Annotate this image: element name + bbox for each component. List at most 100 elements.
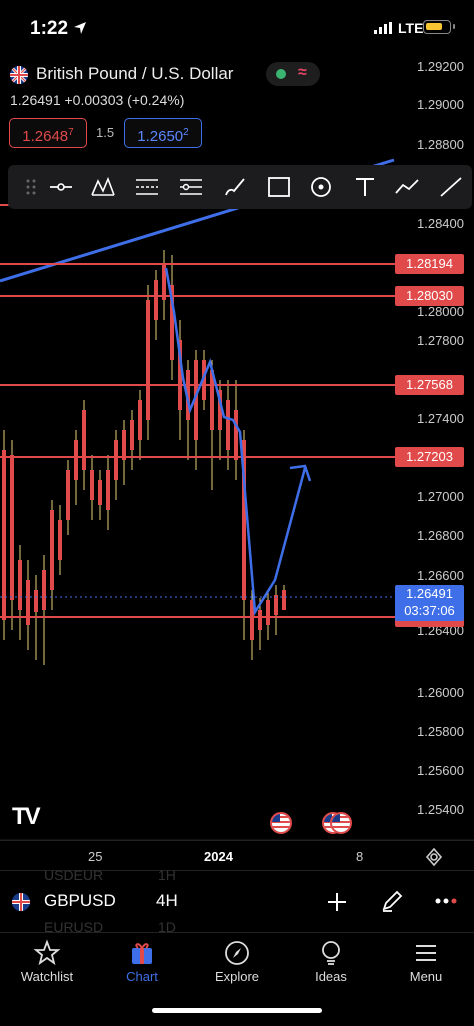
rectangle-tool-icon[interactable] xyxy=(266,175,292,199)
level-price-tag[interactable]: 1.28194 xyxy=(395,254,464,274)
brush-tool-icon[interactable] xyxy=(222,175,248,199)
market-open-dot-icon xyxy=(276,69,286,79)
price-axis-label: 1.26000 xyxy=(417,685,464,700)
bar-countdown: 03:37:06 xyxy=(404,603,455,618)
us-event-flag-icon[interactable] xyxy=(330,812,352,834)
star-icon xyxy=(33,939,61,966)
instrument-title: British Pound / U.S. Dollar xyxy=(36,64,234,83)
current-price-value: 1.26491 xyxy=(406,586,453,601)
time-axis-label: 8 xyxy=(356,849,364,864)
spread-value: 1.5 xyxy=(96,125,115,140)
price-axis-label: 1.28400 xyxy=(417,216,464,231)
compass-icon xyxy=(225,941,249,965)
gbpusd-flag-icon xyxy=(12,893,30,911)
signal-bars-icon xyxy=(374,22,392,34)
candle-body xyxy=(194,360,198,440)
price-axis-label: 1.27400 xyxy=(417,411,464,426)
circle-tool-icon[interactable] xyxy=(308,175,334,199)
candle-body xyxy=(178,340,182,410)
price-axis-label: 1.25600 xyxy=(417,763,464,778)
candle-body xyxy=(226,400,230,450)
ghost-timeframe: 1H xyxy=(158,867,176,883)
level-price-tag[interactable]: 1.27568 xyxy=(395,375,464,395)
price-axis-label: 1.25400 xyxy=(417,802,464,817)
tab-ideas[interactable]: Ideas xyxy=(284,933,378,993)
fib-tool-icon[interactable] xyxy=(134,175,160,199)
projection-path[interactable] xyxy=(164,267,307,616)
price-axis-label: 1.26600 xyxy=(417,568,464,583)
level-price-tag[interactable]: 1.27203 xyxy=(395,447,464,467)
us-event-flag-icon[interactable] xyxy=(270,812,292,834)
candle-body xyxy=(162,265,166,300)
candle-body xyxy=(2,450,6,620)
candle-body xyxy=(218,390,222,430)
settings-gear-icon[interactable] xyxy=(424,847,444,867)
projection-arrowhead xyxy=(289,464,312,482)
price-axis-label: 1.25800 xyxy=(417,724,464,739)
buy-button[interactable]: 1.26502 xyxy=(124,118,202,148)
quote-change: 1.26491 +0.00303 (+0.24%) xyxy=(10,92,185,108)
candle-body xyxy=(186,370,190,420)
symbol-bar: USDEUR 1H EURUSD 1D GBPUSD 4H xyxy=(0,867,474,935)
text-tool-icon[interactable] xyxy=(352,175,378,199)
price-axis-label: 1.29000 xyxy=(417,97,464,112)
ghost-timeframe: 1D xyxy=(158,919,176,935)
tab-label: Ideas xyxy=(315,969,347,984)
price-axis-label: 1.27800 xyxy=(417,333,464,348)
path-tool-icon[interactable] xyxy=(394,175,420,199)
candle-body xyxy=(154,280,158,320)
parallel-channel-tool-icon[interactable] xyxy=(178,175,204,199)
level-price-tag[interactable]: 1.28030 xyxy=(395,286,464,306)
ask-price: 1.2650 xyxy=(137,128,184,145)
timeframe-selector[interactable]: 4H xyxy=(156,891,178,910)
ghost-symbol: USDEUR xyxy=(44,867,104,883)
ghost-symbol: EURUSD xyxy=(44,919,104,935)
lightbulb-icon xyxy=(322,941,340,965)
tab-watchlist[interactable]: Watchlist xyxy=(0,933,94,993)
candle-body xyxy=(106,470,110,510)
candle-body xyxy=(66,470,70,520)
gbpusd-flag-icon xyxy=(10,66,28,84)
candle-body xyxy=(138,400,142,440)
line-tool-icon[interactable] xyxy=(48,175,74,199)
price-axis-label: 1.27000 xyxy=(417,489,464,504)
candle-body xyxy=(274,595,278,615)
drag-handle-icon[interactable] xyxy=(18,175,44,199)
candle-body xyxy=(10,455,14,600)
candle-body xyxy=(130,420,134,450)
candle-body xyxy=(82,410,86,470)
price-chart[interactable] xyxy=(0,58,474,868)
candle-body xyxy=(18,560,22,610)
tab-chart[interactable]: Chart xyxy=(95,933,189,993)
candle-body xyxy=(202,360,206,400)
trend-line-tool-icon[interactable] xyxy=(438,175,464,199)
sell-button[interactable]: 1.26487 xyxy=(9,118,87,148)
home-indicator xyxy=(152,1008,322,1013)
add-icon[interactable] xyxy=(326,891,348,913)
bid-price: 1.2648 xyxy=(22,128,69,145)
candle-body xyxy=(170,285,174,360)
time-axis[interactable]: 25 2024 8 xyxy=(0,840,474,871)
more-options-icon[interactable] xyxy=(434,897,458,905)
drawing-toolbar xyxy=(8,165,472,209)
candle-body xyxy=(74,440,78,480)
current-price-tag: 1.26491 03:37:06 xyxy=(395,585,464,621)
candle-body xyxy=(210,370,214,430)
candle-body xyxy=(258,610,262,630)
candle-body xyxy=(58,520,62,560)
chart-area[interactable] xyxy=(0,58,474,868)
tab-label: Watchlist xyxy=(20,969,74,984)
pencil-icon[interactable] xyxy=(380,889,404,913)
candle-body xyxy=(146,300,150,420)
candle-body xyxy=(42,570,46,610)
market-status-pill[interactable]: ≈ xyxy=(266,62,320,86)
tab-explore[interactable]: Explore xyxy=(190,933,284,993)
price-axis-label: 1.29200 xyxy=(417,59,464,74)
candle-body xyxy=(50,510,54,590)
tab-menu[interactable]: Menu xyxy=(379,933,473,993)
candle-body xyxy=(122,430,126,460)
time-axis-label: 2024 xyxy=(204,849,233,864)
symbol-selector[interactable]: GBPUSD xyxy=(44,891,116,910)
candle-body xyxy=(90,470,94,500)
pattern-tool-icon[interactable] xyxy=(90,175,116,199)
